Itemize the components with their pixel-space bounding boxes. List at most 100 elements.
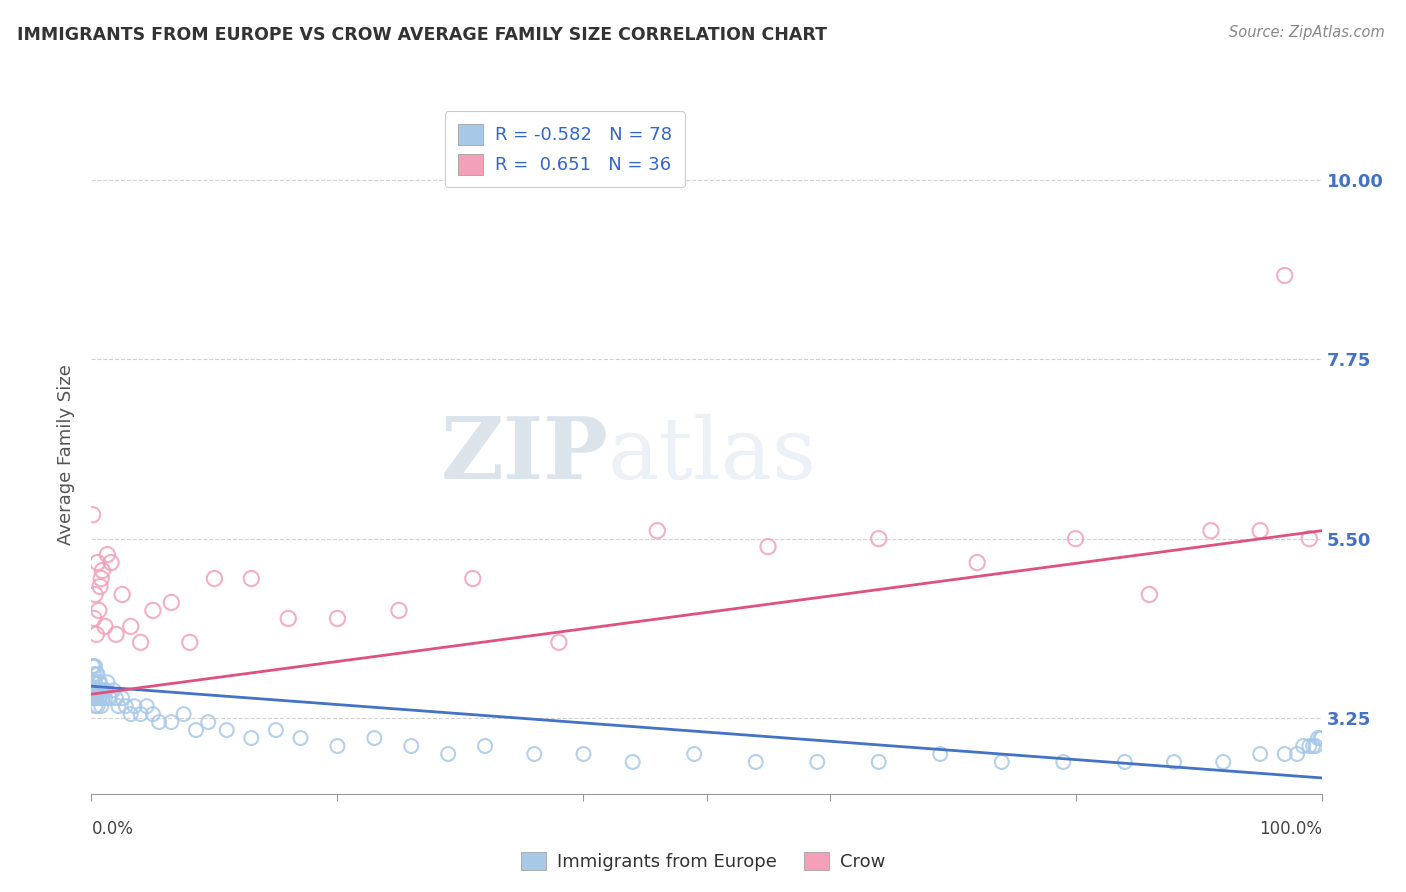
Point [1114, 755, 1136, 769]
Point [868, 755, 890, 769]
Point [87, 603, 110, 617]
Text: IMMIGRANTS FROM EUROPE VS CROW AVERAGE FAMILY SIZE CORRELATION CHART: IMMIGRANTS FROM EUROPE VS CROW AVERAGE F… [17, 26, 827, 44]
Point [868, 532, 890, 546]
Point [1249, 524, 1271, 538]
Point [966, 556, 988, 570]
Point [437, 747, 460, 761]
Point [89, 580, 111, 594]
Point [461, 572, 484, 586]
Point [100, 556, 122, 570]
Point [388, 603, 411, 617]
Point [326, 611, 349, 625]
Legend: R = -0.582   N = 78, R =  0.651   N = 36: R = -0.582 N = 78, R = 0.651 N = 36 [444, 112, 685, 187]
Point [474, 739, 496, 753]
Point [84, 675, 107, 690]
Point [84, 587, 107, 601]
Point [90, 572, 112, 586]
Point [90, 683, 112, 698]
Text: Source: ZipAtlas.com: Source: ZipAtlas.com [1229, 26, 1385, 40]
Point [1305, 739, 1327, 753]
Point [1249, 747, 1271, 761]
Point [1064, 532, 1087, 546]
Point [621, 755, 644, 769]
Point [83, 691, 105, 706]
Point [1274, 268, 1296, 283]
Text: atlas: atlas [607, 413, 817, 497]
Point [745, 755, 768, 769]
Point [120, 619, 142, 633]
Point [103, 683, 125, 698]
Point [215, 723, 238, 737]
Point [523, 747, 546, 761]
Point [1285, 747, 1308, 761]
Point [1298, 739, 1320, 753]
Point [326, 739, 349, 753]
Point [160, 595, 183, 609]
Point [806, 755, 828, 769]
Point [111, 691, 134, 706]
Point [173, 707, 195, 722]
Point [111, 587, 134, 601]
Point [83, 683, 105, 698]
Point [82, 508, 104, 522]
Point [83, 659, 105, 673]
Point [84, 659, 107, 673]
Point [135, 699, 157, 714]
Point [1163, 755, 1185, 769]
Point [572, 747, 595, 761]
Point [683, 747, 706, 761]
Point [86, 691, 108, 706]
Point [645, 524, 669, 538]
Point [90, 699, 112, 714]
Point [290, 731, 312, 745]
Point [105, 627, 127, 641]
Point [1274, 747, 1296, 761]
Point [1298, 532, 1320, 546]
Point [94, 691, 117, 706]
Point [363, 731, 385, 745]
Point [202, 572, 225, 586]
Point [82, 659, 104, 673]
Point [84, 699, 107, 714]
Point [94, 619, 117, 633]
Point [756, 540, 779, 554]
Point [91, 691, 114, 706]
Point [114, 699, 138, 714]
Point [96, 683, 117, 698]
Point [129, 707, 152, 722]
Point [142, 603, 165, 617]
Y-axis label: Average Family Size: Average Family Size [58, 365, 76, 545]
Point [83, 611, 105, 625]
Point [86, 667, 108, 681]
Point [1302, 739, 1324, 753]
Point [1309, 731, 1331, 745]
Point [83, 667, 105, 681]
Legend: Immigrants from Europe, Crow: Immigrants from Europe, Crow [513, 845, 893, 879]
Point [160, 715, 183, 730]
Point [86, 683, 108, 698]
Point [82, 675, 104, 690]
Point [89, 691, 111, 706]
Point [547, 635, 569, 649]
Point [1212, 755, 1234, 769]
Point [87, 675, 110, 690]
Point [240, 572, 263, 586]
Point [240, 731, 263, 745]
Point [990, 755, 1012, 769]
Point [1199, 524, 1222, 538]
Point [84, 691, 107, 706]
Text: ZIP: ZIP [440, 413, 607, 497]
Point [148, 715, 170, 730]
Text: 100.0%: 100.0% [1258, 820, 1322, 838]
Point [86, 556, 108, 570]
Point [1310, 731, 1333, 745]
Text: 0.0%: 0.0% [91, 820, 134, 838]
Point [1052, 755, 1074, 769]
Point [277, 611, 299, 625]
Point [98, 691, 121, 706]
Point [124, 699, 146, 714]
Point [87, 691, 110, 706]
Point [96, 548, 118, 562]
Point [929, 747, 952, 761]
Point [179, 635, 201, 649]
